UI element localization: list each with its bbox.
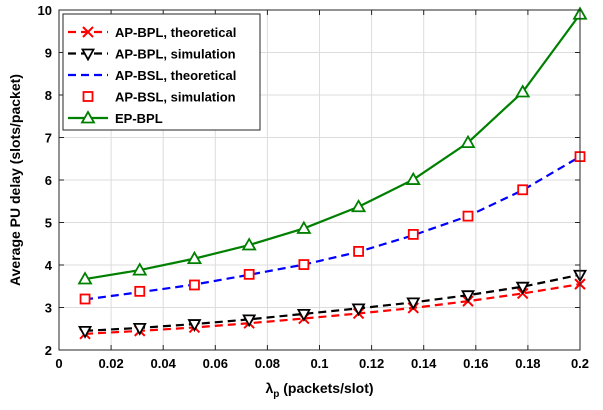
series-line — [84, 155, 581, 301]
legend-label: EP-BPL — [115, 111, 163, 126]
data-point — [351, 303, 366, 317]
y-tick-label: 10 — [38, 3, 52, 18]
legend-entry-ap-bpl-simulation: AP-BPL, simulation — [68, 47, 236, 62]
legend: AP-BPL, theoretical AP-BPL, simulation AP-… — [62, 13, 261, 131]
legend-swatch-marker — [80, 110, 96, 124]
x-tick-label: 0.16 — [463, 356, 488, 371]
x-axis-label-units: (packets/slot) — [279, 380, 373, 396]
data-point — [405, 171, 421, 185]
data-point — [186, 250, 203, 265]
x-axis-label-subscript: p — [273, 389, 279, 400]
data-point — [132, 262, 148, 276]
series-line — [84, 13, 581, 281]
x-tick-label: 0.06 — [203, 356, 228, 371]
legend-label: AP-BSL, theoretical — [115, 68, 236, 83]
data-point — [462, 210, 474, 222]
legend-label: AP-BPL, simulation — [115, 47, 236, 62]
data-point — [187, 319, 202, 332]
legend-box — [62, 13, 261, 131]
data-point — [242, 314, 257, 328]
data-point — [79, 293, 91, 305]
series-ap-bsl-simulation — [79, 151, 586, 305]
series-ap-bpl-simulation — [78, 269, 588, 339]
series-line — [84, 283, 581, 335]
ticks: 0 0.02 0.04 0.06 0.08 0.1 0.12 0.14 0.16 0.18 0.2 2… — [38, 3, 590, 371]
legend-swatch-marker — [80, 48, 96, 62]
data-point — [515, 84, 531, 98]
y-tick-label: 4 — [45, 258, 53, 273]
legend-swatch-marker — [82, 91, 94, 102]
y-tick-label: 9 — [45, 46, 52, 61]
x-tick-label: 0.08 — [255, 356, 280, 371]
y-tick-label: 2 — [45, 343, 52, 358]
data-point — [351, 198, 367, 213]
x-axis-label-symbol: λ — [265, 380, 273, 396]
data-point — [78, 325, 93, 339]
data-point — [353, 245, 364, 257]
series-ep-bpl — [77, 6, 588, 285]
data-point — [515, 281, 530, 295]
x-tick-label: 0 — [55, 356, 62, 371]
legend-entry-ap-bsl-theoretical: AP-BSL, theoretical — [68, 68, 236, 83]
data-point — [296, 308, 311, 322]
series-line — [84, 273, 581, 332]
legend-entry-ap-bpl-theoretical: AP-BPL, theoretical — [68, 25, 236, 40]
data-point — [77, 271, 93, 285]
legend-swatch-marker — [82, 26, 94, 38]
x-tick-label: 0.14 — [411, 356, 437, 371]
x-tick-label: 0.1 — [310, 356, 328, 371]
x-tick-label: 0.02 — [98, 356, 123, 371]
x-tick-label: 0.18 — [515, 356, 540, 371]
x-axis-label: λp (packets/slot) — [265, 380, 373, 400]
x-tick-label: 0.12 — [359, 356, 384, 371]
x-tick-label: 0.04 — [151, 356, 177, 371]
legend-label: AP-BPL, theoretical — [115, 25, 236, 40]
legend-label: AP-BSL, simulation — [115, 90, 236, 105]
y-tick-label: 6 — [45, 173, 52, 188]
y-axis-label: Average PU delay (slots/packet) — [7, 74, 23, 286]
data-point — [189, 279, 200, 291]
data-point — [241, 237, 257, 251]
y-tick-label: 5 — [45, 216, 52, 231]
data-point — [243, 268, 255, 280]
data-point — [134, 285, 146, 297]
data-point — [460, 134, 476, 148]
y-tick-label: 8 — [45, 88, 52, 103]
x-tick-label: 0.2 — [571, 356, 589, 371]
data-point — [517, 184, 529, 196]
legend-entry-ap-bsl-simulation: AP-BSL, simulation — [82, 90, 236, 105]
data-point — [296, 220, 312, 234]
y-tick-label: 3 — [45, 301, 52, 316]
data-point — [132, 323, 147, 336]
data-point — [460, 290, 476, 304]
data-point — [407, 228, 419, 240]
y-tick-label: 7 — [45, 131, 52, 146]
data-point — [406, 297, 421, 311]
legend-entry-ep-bpl: EP-BPL — [68, 110, 163, 126]
data-point — [298, 259, 310, 270]
series-ap-bsl-theoretical — [84, 155, 581, 301]
series-group — [77, 6, 588, 340]
